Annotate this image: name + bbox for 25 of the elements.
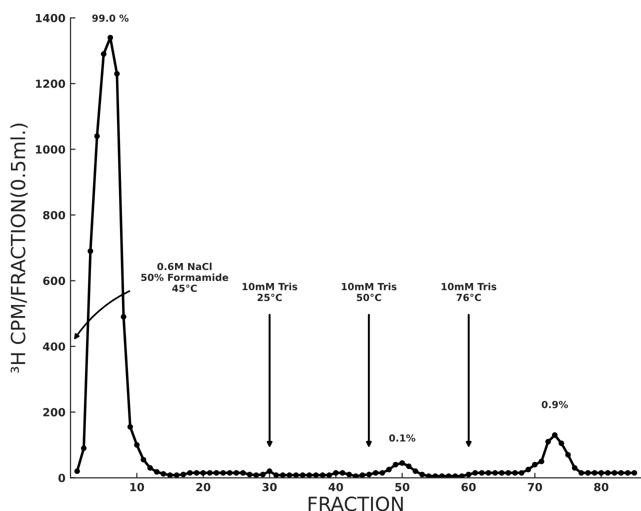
x-tick-label: 70 <box>528 482 542 492</box>
annotation: 0.6M NaCl 50% Formamide 45°C <box>141 262 228 292</box>
y-tick-label: 1400 <box>36 14 66 22</box>
y-axis-title: ³H CPM/FRACTION(0.5ml.) <box>10 124 28 373</box>
y-tick-label: 1000 <box>36 145 66 154</box>
annotation: 10mM Tris 50°C <box>342 282 397 302</box>
annotation: 10mM Tris 25°C <box>242 282 298 302</box>
x-tick-label: 10 <box>130 482 144 492</box>
y-tick-label: 200 <box>43 408 66 416</box>
y-tick-label: 0 <box>58 474 66 482</box>
y-tick-label: 1200 <box>36 80 66 88</box>
x-tick-label: 20 <box>196 482 210 492</box>
annotation: 10mM Tris 76°C <box>442 282 496 302</box>
annotation: 99.0 % <box>92 14 129 22</box>
annotation: 0.9% <box>542 400 568 408</box>
x-tick-label: 60 <box>461 482 476 492</box>
y-tick-label: 400 <box>42 342 66 351</box>
annotation: 0.1% <box>389 434 416 442</box>
x-tick-label: 80 <box>594 482 608 492</box>
x-tick-label: 40 <box>328 482 344 492</box>
y-tick-label: 600 <box>43 276 66 286</box>
x-axis-title: FRACTION <box>308 496 403 511</box>
x-tick-label: 30 <box>262 482 277 492</box>
y-tick-label: 800 <box>43 210 66 220</box>
x-tick-label: 50 <box>395 482 410 492</box>
